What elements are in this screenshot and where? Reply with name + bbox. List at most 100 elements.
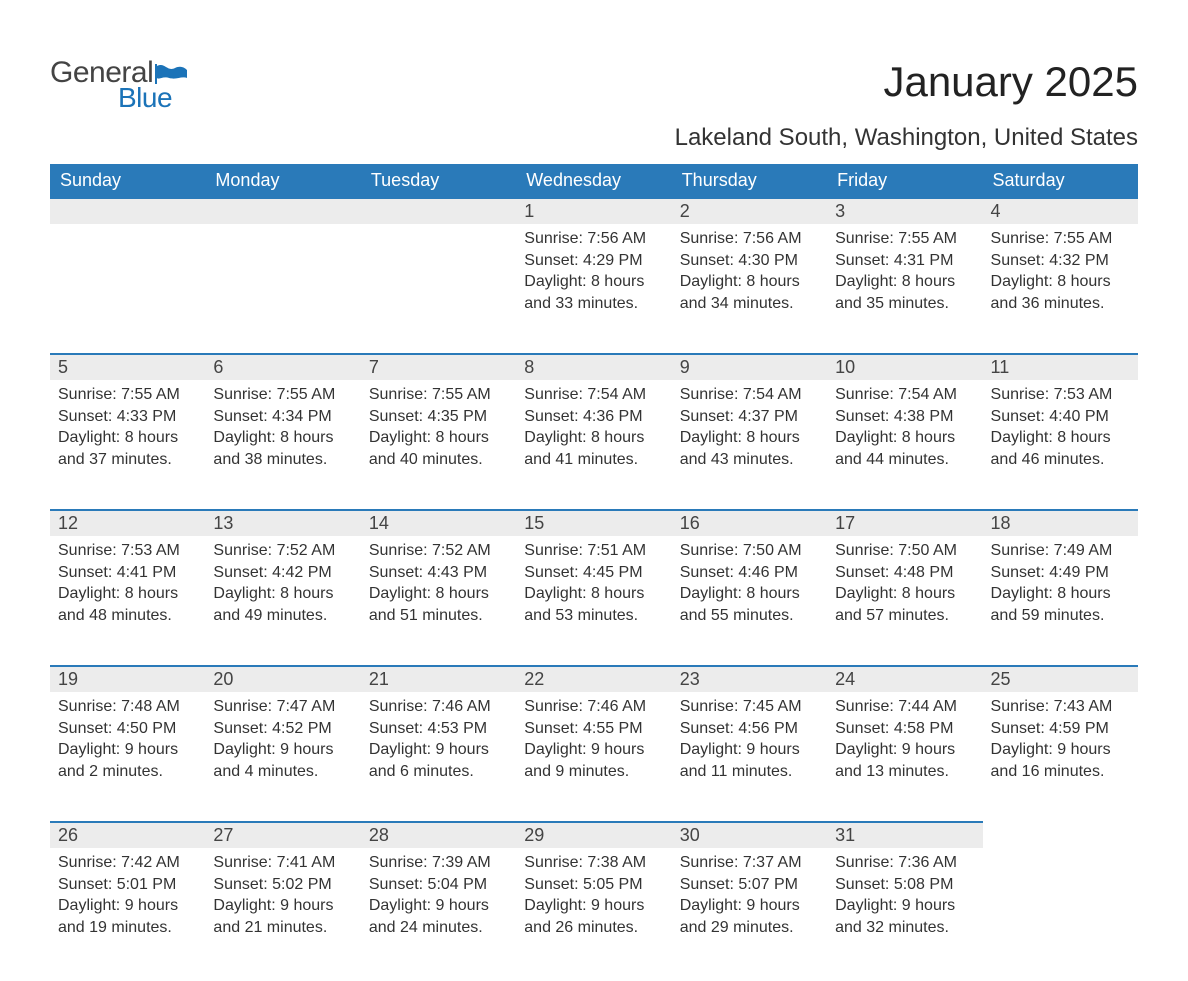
day-number: 18 (983, 509, 1138, 536)
sunset-text: Sunset: 4:38 PM (835, 406, 974, 428)
day-details: Sunrise: 7:37 AMSunset: 5:07 PMDaylight:… (672, 848, 827, 938)
sunrise-text: Sunrise: 7:39 AM (369, 852, 508, 874)
sunset-text: Sunset: 5:08 PM (835, 874, 974, 896)
day-number: 11 (983, 353, 1138, 380)
sunset-text: Sunset: 4:32 PM (991, 250, 1130, 272)
sunset-text: Sunset: 4:50 PM (58, 718, 197, 740)
sunset-text: Sunset: 4:43 PM (369, 562, 508, 584)
day-cell: 23Sunrise: 7:45 AMSunset: 4:56 PMDayligh… (672, 647, 827, 803)
day-cell: 30Sunrise: 7:37 AMSunset: 5:07 PMDayligh… (672, 803, 827, 941)
day-number: 24 (827, 665, 982, 692)
sunrise-text: Sunrise: 7:56 AM (680, 228, 819, 250)
day-details: Sunrise: 7:38 AMSunset: 5:05 PMDaylight:… (516, 848, 671, 938)
sunrise-text: Sunrise: 7:50 AM (680, 540, 819, 562)
day-details: Sunrise: 7:54 AMSunset: 4:36 PMDaylight:… (516, 380, 671, 470)
day-details: Sunrise: 7:36 AMSunset: 5:08 PMDaylight:… (827, 848, 982, 938)
sunrise-text: Sunrise: 7:48 AM (58, 696, 197, 718)
daylight-text: Daylight: 9 hours and 19 minutes. (58, 895, 197, 938)
day-details: Sunrise: 7:44 AMSunset: 4:58 PMDaylight:… (827, 692, 982, 782)
sunset-text: Sunset: 5:05 PM (524, 874, 663, 896)
day-number: . (361, 197, 516, 224)
sunrise-text: Sunrise: 7:51 AM (524, 540, 663, 562)
day-details: Sunrise: 7:56 AMSunset: 4:29 PMDaylight:… (516, 224, 671, 314)
day-number: 29 (516, 821, 671, 848)
day-details: Sunrise: 7:52 AMSunset: 4:42 PMDaylight:… (205, 536, 360, 626)
sunrise-text: Sunrise: 7:49 AM (991, 540, 1130, 562)
day-cell: 18Sunrise: 7:49 AMSunset: 4:49 PMDayligh… (983, 491, 1138, 647)
daylight-text: Daylight: 8 hours and 55 minutes. (680, 583, 819, 626)
day-number: 17 (827, 509, 982, 536)
header: General Blue January 2025 (50, 40, 1138, 114)
daylight-text: Daylight: 8 hours and 34 minutes. (680, 271, 819, 314)
sunset-text: Sunset: 4:55 PM (524, 718, 663, 740)
daylight-text: Daylight: 9 hours and 9 minutes. (524, 739, 663, 782)
week-row: 26Sunrise: 7:42 AMSunset: 5:01 PMDayligh… (50, 803, 1138, 941)
day-details: Sunrise: 7:55 AMSunset: 4:33 PMDaylight:… (50, 380, 205, 470)
day-cell: . (983, 803, 1138, 941)
day-number: 2 (672, 197, 827, 224)
day-details: Sunrise: 7:47 AMSunset: 4:52 PMDaylight:… (205, 692, 360, 782)
day-number: . (205, 197, 360, 224)
day-cell: . (361, 197, 516, 335)
daylight-text: Daylight: 9 hours and 6 minutes. (369, 739, 508, 782)
sunset-text: Sunset: 4:53 PM (369, 718, 508, 740)
day-details: Sunrise: 7:50 AMSunset: 4:48 PMDaylight:… (827, 536, 982, 626)
sunset-text: Sunset: 4:52 PM (213, 718, 352, 740)
weekday-header: Saturday (983, 164, 1138, 197)
day-number: 15 (516, 509, 671, 536)
sunset-text: Sunset: 4:35 PM (369, 406, 508, 428)
day-cell: 16Sunrise: 7:50 AMSunset: 4:46 PMDayligh… (672, 491, 827, 647)
day-number: 30 (672, 821, 827, 848)
day-details: Sunrise: 7:45 AMSunset: 4:56 PMDaylight:… (672, 692, 827, 782)
weekday-header: Thursday (672, 164, 827, 197)
day-details: Sunrise: 7:53 AMSunset: 4:40 PMDaylight:… (983, 380, 1138, 470)
day-details: Sunrise: 7:54 AMSunset: 4:38 PMDaylight:… (827, 380, 982, 470)
daylight-text: Daylight: 8 hours and 43 minutes. (680, 427, 819, 470)
day-cell: 21Sunrise: 7:46 AMSunset: 4:53 PMDayligh… (361, 647, 516, 803)
day-details: Sunrise: 7:55 AMSunset: 4:35 PMDaylight:… (361, 380, 516, 470)
sunset-text: Sunset: 4:45 PM (524, 562, 663, 584)
day-number: 22 (516, 665, 671, 692)
day-number: 21 (361, 665, 516, 692)
day-details: Sunrise: 7:49 AMSunset: 4:49 PMDaylight:… (983, 536, 1138, 626)
sunrise-text: Sunrise: 7:53 AM (58, 540, 197, 562)
sunrise-text: Sunrise: 7:52 AM (369, 540, 508, 562)
day-cell: 22Sunrise: 7:46 AMSunset: 4:55 PMDayligh… (516, 647, 671, 803)
sunset-text: Sunset: 4:33 PM (58, 406, 197, 428)
day-details: Sunrise: 7:51 AMSunset: 4:45 PMDaylight:… (516, 536, 671, 626)
day-number: 3 (827, 197, 982, 224)
daylight-text: Daylight: 9 hours and 29 minutes. (680, 895, 819, 938)
day-details: Sunrise: 7:52 AMSunset: 4:43 PMDaylight:… (361, 536, 516, 626)
sunrise-text: Sunrise: 7:54 AM (524, 384, 663, 406)
location-subtitle: Lakeland South, Washington, United State… (50, 124, 1138, 152)
daylight-text: Daylight: 9 hours and 32 minutes. (835, 895, 974, 938)
day-cell: 13Sunrise: 7:52 AMSunset: 4:42 PMDayligh… (205, 491, 360, 647)
day-number: 23 (672, 665, 827, 692)
day-number: 4 (983, 197, 1138, 224)
day-number: 9 (672, 353, 827, 380)
day-number: 13 (205, 509, 360, 536)
daylight-text: Daylight: 8 hours and 40 minutes. (369, 427, 508, 470)
day-cell: 4Sunrise: 7:55 AMSunset: 4:32 PMDaylight… (983, 197, 1138, 335)
calendar-table: SundayMondayTuesdayWednesdayThursdayFrid… (50, 164, 1138, 941)
weekday-header-row: SundayMondayTuesdayWednesdayThursdayFrid… (50, 164, 1138, 197)
day-cell: 3Sunrise: 7:55 AMSunset: 4:31 PMDaylight… (827, 197, 982, 335)
daylight-text: Daylight: 8 hours and 37 minutes. (58, 427, 197, 470)
sunrise-text: Sunrise: 7:47 AM (213, 696, 352, 718)
day-cell: 7Sunrise: 7:55 AMSunset: 4:35 PMDaylight… (361, 335, 516, 491)
weekday-header: Friday (827, 164, 982, 197)
day-details: Sunrise: 7:53 AMSunset: 4:41 PMDaylight:… (50, 536, 205, 626)
day-number: 5 (50, 353, 205, 380)
day-number: 31 (827, 821, 982, 848)
daylight-text: Daylight: 8 hours and 44 minutes. (835, 427, 974, 470)
day-number: 10 (827, 353, 982, 380)
day-details: Sunrise: 7:55 AMSunset: 4:32 PMDaylight:… (983, 224, 1138, 314)
day-cell: 28Sunrise: 7:39 AMSunset: 5:04 PMDayligh… (361, 803, 516, 941)
sunrise-text: Sunrise: 7:54 AM (680, 384, 819, 406)
week-row: ...1Sunrise: 7:56 AMSunset: 4:29 PMDayli… (50, 197, 1138, 335)
day-details: Sunrise: 7:50 AMSunset: 4:46 PMDaylight:… (672, 536, 827, 626)
weekday-header: Tuesday (361, 164, 516, 197)
sunrise-text: Sunrise: 7:55 AM (58, 384, 197, 406)
sunrise-text: Sunrise: 7:37 AM (680, 852, 819, 874)
sunset-text: Sunset: 4:36 PM (524, 406, 663, 428)
